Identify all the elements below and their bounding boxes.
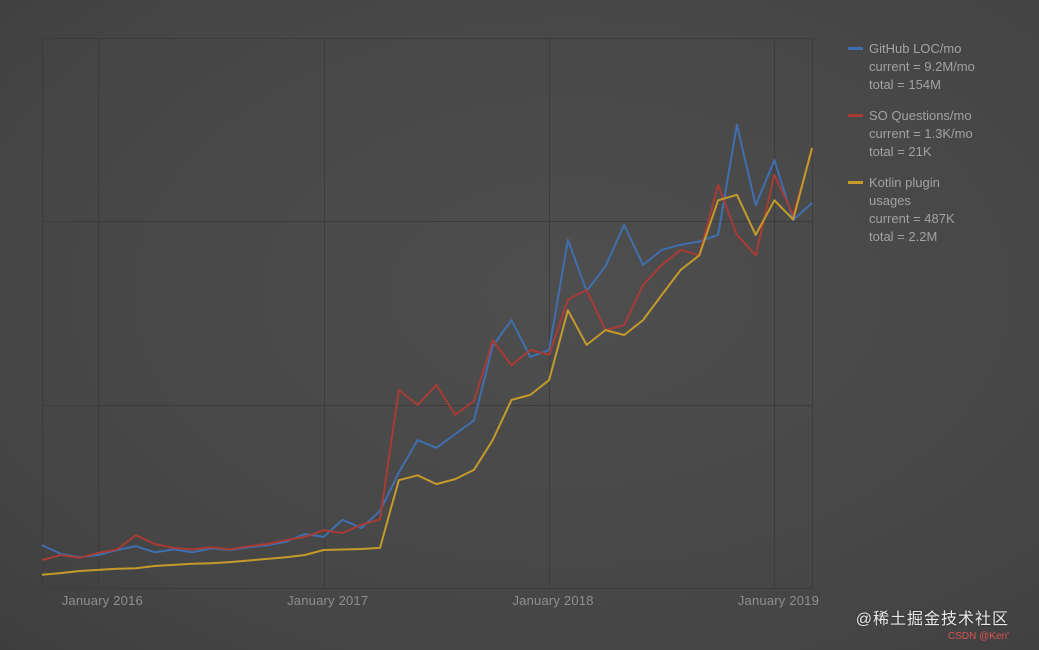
legend: GitHub LOC/mo current = 9.2M/mo total = 15…: [848, 40, 1028, 259]
series-line-kotlin-plugin-usages: [41, 147, 813, 576]
legend-detail-text: current = 1.3K/mo: [848, 125, 1028, 143]
x-tick-label: January 2017: [287, 593, 369, 608]
legend-text: Kotlin plugin: [869, 175, 940, 190]
legend-detail-text: total = 2.2M: [848, 228, 1028, 246]
legend-text: SO Questions/mo: [869, 108, 972, 123]
x-tick-label: January 2016: [61, 593, 143, 608]
legend-text: usages: [869, 193, 911, 208]
legend-detail-text: current = 487K: [848, 210, 1028, 228]
legend-series-label: SO Questions/mo: [848, 107, 1028, 125]
legend-item-so-questions: SO Questions/mo current = 1.3K/mo total = …: [848, 107, 1028, 161]
legend-text: total = 2.2M: [869, 229, 938, 244]
legend-series-label: GitHub LOC/mo: [848, 40, 1028, 58]
x-tick-label: January 2019: [737, 593, 820, 608]
series-line-so-questions-mo: [41, 149, 813, 561]
legend-detail-text: total = 154M: [848, 76, 1028, 94]
legend-detail-text: usages: [848, 192, 1028, 210]
series-line-github-loc-mo: [41, 123, 813, 559]
legend-swatch-so-questions: [848, 114, 863, 118]
legend-detail-text: current = 9.2M/mo: [848, 58, 1028, 76]
legend-text: total = 21K: [869, 144, 932, 159]
legend-detail-text: total = 21K: [848, 143, 1028, 161]
watermark-csdn-text: CSDN @Ken': [948, 631, 1009, 642]
plot-border: [42, 38, 813, 589]
legend-text: GitHub LOC/mo: [869, 41, 962, 56]
legend-item-github-loc: GitHub LOC/mo current = 9.2M/mo total = 15…: [848, 40, 1028, 94]
legend-swatch-kotlin-plugin: [848, 181, 863, 185]
legend-text: total = 154M: [869, 77, 941, 92]
watermark-community-text: @稀土掘金技术社区: [855, 611, 1009, 628]
legend-text: current = 9.2M/mo: [869, 59, 975, 74]
legend-series-label: Kotlin plugin: [848, 174, 1028, 192]
x-tick-label: January 2018: [512, 593, 594, 608]
legend-item-kotlin-plugin: Kotlin plugin usages current = 487K total =…: [848, 174, 1028, 246]
legend-text: current = 1.3K/mo: [869, 126, 973, 141]
watermark: @稀土掘金技术社区 CSDN @Ken': [856, 605, 1009, 642]
legend-swatch-github-loc: [848, 47, 863, 51]
legend-text: current = 487K: [869, 211, 955, 226]
